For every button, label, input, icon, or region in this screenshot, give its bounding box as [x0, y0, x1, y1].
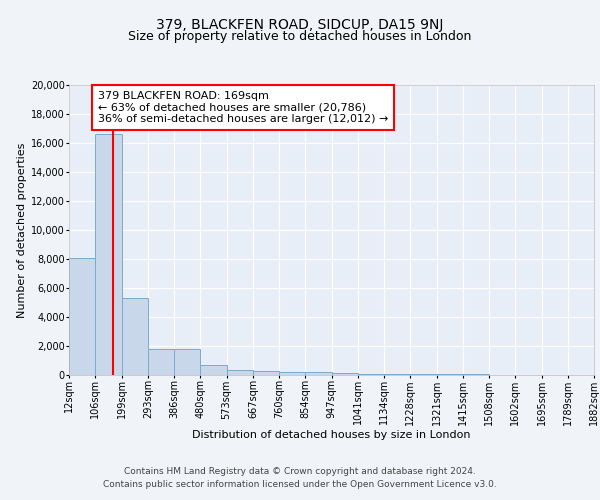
- Bar: [200, 365, 227, 375]
- Bar: [121, 298, 148, 375]
- Text: 379 BLACKFEN ROAD: 169sqm
← 63% of detached houses are smaller (20,786)
36% of s: 379 BLACKFEN ROAD: 169sqm ← 63% of detac…: [98, 91, 388, 124]
- Bar: [174, 349, 200, 375]
- Text: 379, BLACKFEN ROAD, SIDCUP, DA15 9NJ: 379, BLACKFEN ROAD, SIDCUP, DA15 9NJ: [157, 18, 443, 32]
- Bar: [279, 372, 305, 375]
- Bar: [227, 370, 253, 375]
- Bar: [384, 374, 410, 375]
- Text: Size of property relative to detached houses in London: Size of property relative to detached ho…: [128, 30, 472, 43]
- Bar: [331, 373, 358, 375]
- Text: Contains HM Land Registry data © Crown copyright and database right 2024.: Contains HM Land Registry data © Crown c…: [124, 467, 476, 476]
- Bar: [148, 349, 174, 375]
- Bar: [95, 134, 121, 375]
- X-axis label: Distribution of detached houses by size in London: Distribution of detached houses by size …: [192, 430, 471, 440]
- Bar: [437, 374, 463, 375]
- Bar: [463, 374, 489, 375]
- Y-axis label: Number of detached properties: Number of detached properties: [17, 142, 27, 318]
- Bar: [410, 374, 437, 375]
- Text: Contains public sector information licensed under the Open Government Licence v3: Contains public sector information licen…: [103, 480, 497, 489]
- Bar: [358, 374, 384, 375]
- Bar: [253, 372, 279, 375]
- Bar: [69, 258, 95, 375]
- Bar: [305, 372, 331, 375]
